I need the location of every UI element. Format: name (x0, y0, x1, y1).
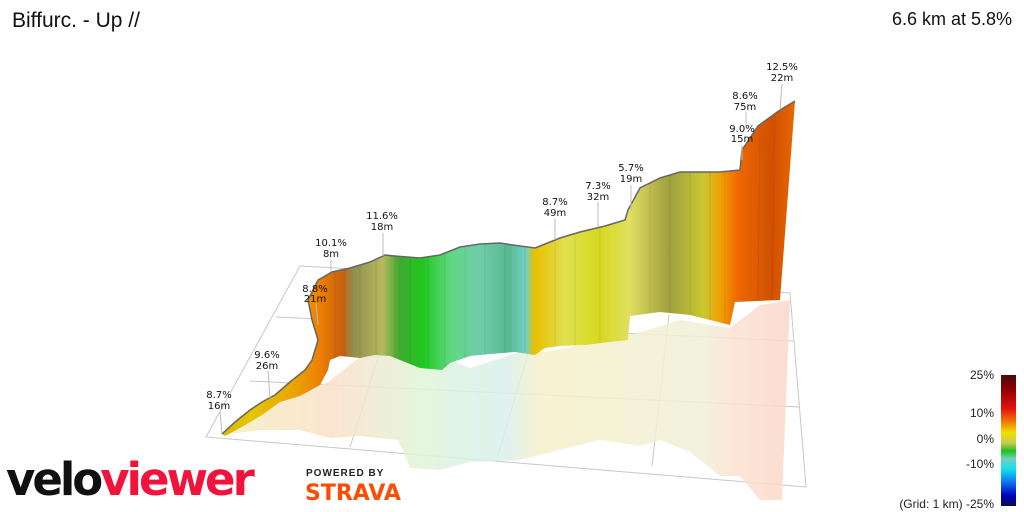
annotation-length: 18m (371, 222, 393, 233)
segment-summary: 6.6 km at 5.8% (891, 9, 1012, 29)
annotation-gradient: 8.8% (302, 284, 327, 295)
legend-label-min: (Grid: 1 km) -25% (899, 497, 994, 511)
annotation-gradient: 9.6% (254, 350, 279, 361)
annotation-length: 16m (208, 401, 230, 412)
profile-wall (222, 101, 795, 436)
profile-stripes (334, 112, 776, 369)
legend-label-10: 10% (969, 406, 994, 420)
annotation-leaders (219, 83, 783, 434)
annotation-gradient: 8.6% (732, 91, 757, 102)
annotation-gradient: 10.1% (315, 238, 347, 249)
annotation-gradient: 7.3% (585, 181, 610, 192)
logo-velo: velo (6, 453, 103, 506)
annotation-gradient: 12.5% (766, 62, 798, 73)
annotation-length: 26m (256, 361, 278, 372)
veloviewer-logo: veloviewer (6, 452, 255, 508)
annotation-length: 8m (323, 249, 339, 260)
strava-logo: STRAVA (305, 481, 401, 506)
annotation-length: 75m (734, 102, 756, 113)
legend-label-neg10: -10% (965, 457, 994, 471)
gradient-color-scale (1001, 375, 1016, 506)
annotation-gradient: 11.6% (366, 211, 398, 222)
annotation-length: 32m (587, 192, 609, 203)
annotation-gradient: 9.0% (729, 124, 754, 135)
annotation-length: 21m (304, 294, 326, 305)
logo-viewer: viewer (100, 453, 255, 506)
legend-label-0: 0% (976, 432, 994, 446)
powered-by-label: POWERED BY (306, 468, 385, 479)
annotation-gradient: 8.7% (542, 197, 567, 208)
annotation-length: 49m (544, 208, 566, 219)
profile-top-edge (221, 100, 796, 435)
profile-reflection (222, 300, 790, 500)
annotation-length: 22m (771, 73, 793, 84)
annotation-labels: 8.7% 16m 9.6% 26m 8.8% 21m 10.1% 8m 11.6… (206, 62, 798, 412)
segment-title: Biffurc. - Up // (12, 9, 140, 32)
gradient-legend-labels: 25% 10% 0% -10% (Grid: 1 km) -25% (834, 366, 994, 512)
annotation-length: 19m (620, 174, 642, 185)
legend-label-max: 25% (969, 368, 994, 382)
annotation-gradient: 8.7% (206, 390, 231, 401)
annotation-gradient: 5.7% (618, 163, 643, 174)
annotation-length: 15m (731, 134, 753, 145)
